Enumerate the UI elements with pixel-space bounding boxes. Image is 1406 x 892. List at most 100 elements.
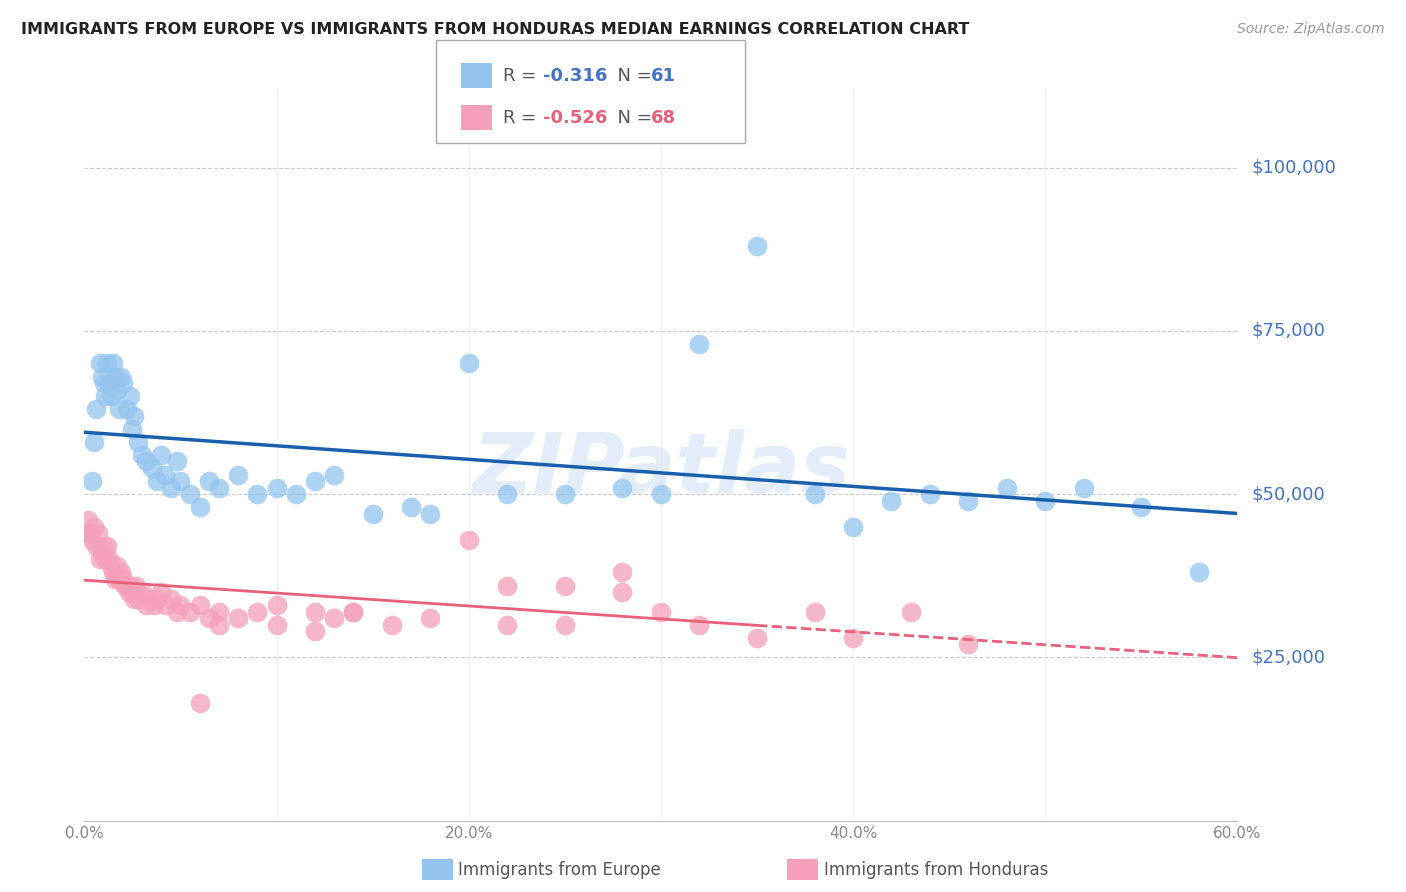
Point bbox=[89, 552, 111, 566]
Text: 61: 61 bbox=[651, 67, 676, 85]
Text: 68: 68 bbox=[651, 109, 676, 127]
Point bbox=[159, 481, 183, 495]
Point bbox=[98, 376, 121, 390]
Point bbox=[131, 448, 153, 462]
Point bbox=[153, 467, 176, 482]
Point bbox=[87, 526, 110, 541]
Point bbox=[496, 487, 519, 501]
Point bbox=[103, 566, 124, 580]
Point bbox=[93, 539, 115, 553]
Point bbox=[745, 239, 768, 253]
Point bbox=[1188, 566, 1211, 580]
Point bbox=[94, 552, 117, 566]
Point bbox=[304, 474, 326, 488]
Point bbox=[880, 493, 903, 508]
Point bbox=[226, 467, 249, 482]
Point bbox=[208, 617, 231, 632]
Point bbox=[342, 605, 364, 619]
Text: N =: N = bbox=[606, 109, 658, 127]
Point bbox=[115, 578, 138, 592]
Point bbox=[100, 558, 122, 573]
Point bbox=[226, 611, 249, 625]
Point bbox=[842, 520, 865, 534]
Point bbox=[84, 402, 107, 417]
Point bbox=[90, 546, 112, 560]
Point bbox=[135, 598, 157, 612]
Point bbox=[94, 389, 117, 403]
Point bbox=[83, 520, 105, 534]
Point bbox=[96, 356, 118, 371]
Point bbox=[284, 487, 307, 501]
Point bbox=[166, 454, 188, 468]
Point bbox=[150, 585, 173, 599]
Point bbox=[110, 369, 132, 384]
Text: $25,000: $25,000 bbox=[1251, 648, 1326, 666]
Point bbox=[198, 611, 221, 625]
Point bbox=[650, 487, 672, 501]
Point bbox=[457, 533, 479, 547]
Point bbox=[84, 539, 107, 553]
Point bbox=[803, 487, 825, 501]
Point bbox=[554, 617, 576, 632]
Point bbox=[304, 605, 326, 619]
Point bbox=[381, 617, 404, 632]
Point bbox=[93, 376, 115, 390]
Point bbox=[169, 598, 191, 612]
Point bbox=[1130, 500, 1153, 515]
Point bbox=[124, 591, 146, 606]
Point bbox=[842, 631, 865, 645]
Text: $100,000: $100,000 bbox=[1251, 159, 1336, 177]
Point bbox=[323, 611, 346, 625]
Point bbox=[246, 605, 269, 619]
Point bbox=[246, 487, 269, 501]
Point bbox=[111, 376, 134, 390]
Text: ZIPatlas: ZIPatlas bbox=[472, 429, 849, 510]
Point bbox=[121, 422, 143, 436]
Text: Source: ZipAtlas.com: Source: ZipAtlas.com bbox=[1237, 22, 1385, 37]
Point bbox=[90, 369, 112, 384]
Point bbox=[554, 487, 576, 501]
Point bbox=[105, 558, 128, 573]
Text: $75,000: $75,000 bbox=[1251, 322, 1326, 340]
Point bbox=[131, 585, 153, 599]
Point bbox=[900, 605, 922, 619]
Point bbox=[104, 572, 127, 586]
Point bbox=[108, 402, 131, 417]
Point bbox=[120, 578, 142, 592]
Point bbox=[1033, 493, 1056, 508]
Point bbox=[111, 572, 134, 586]
Point bbox=[399, 500, 422, 515]
Text: R =: R = bbox=[503, 67, 543, 85]
Point bbox=[103, 356, 124, 371]
Point bbox=[188, 696, 211, 710]
Point bbox=[135, 454, 157, 468]
Point bbox=[80, 474, 103, 488]
Point bbox=[79, 526, 101, 541]
Text: Immigrants from Europe: Immigrants from Europe bbox=[458, 861, 661, 879]
Point bbox=[96, 539, 118, 553]
Point bbox=[115, 402, 138, 417]
Point bbox=[457, 356, 479, 371]
Point bbox=[957, 493, 980, 508]
Point bbox=[496, 578, 519, 592]
Point bbox=[1073, 481, 1095, 495]
Point bbox=[98, 552, 121, 566]
Point bbox=[208, 481, 231, 495]
Point bbox=[120, 389, 142, 403]
Point bbox=[125, 578, 148, 592]
Point bbox=[124, 409, 146, 423]
Point bbox=[496, 617, 519, 632]
Point bbox=[179, 487, 201, 501]
Point bbox=[918, 487, 941, 501]
Point bbox=[166, 605, 188, 619]
Point bbox=[138, 591, 160, 606]
Point bbox=[323, 467, 346, 482]
Point bbox=[83, 434, 105, 449]
Point bbox=[127, 434, 149, 449]
Text: R =: R = bbox=[503, 109, 543, 127]
Point bbox=[612, 566, 634, 580]
Point bbox=[688, 337, 710, 351]
Point bbox=[146, 474, 169, 488]
Point bbox=[361, 507, 384, 521]
Point bbox=[150, 448, 173, 462]
